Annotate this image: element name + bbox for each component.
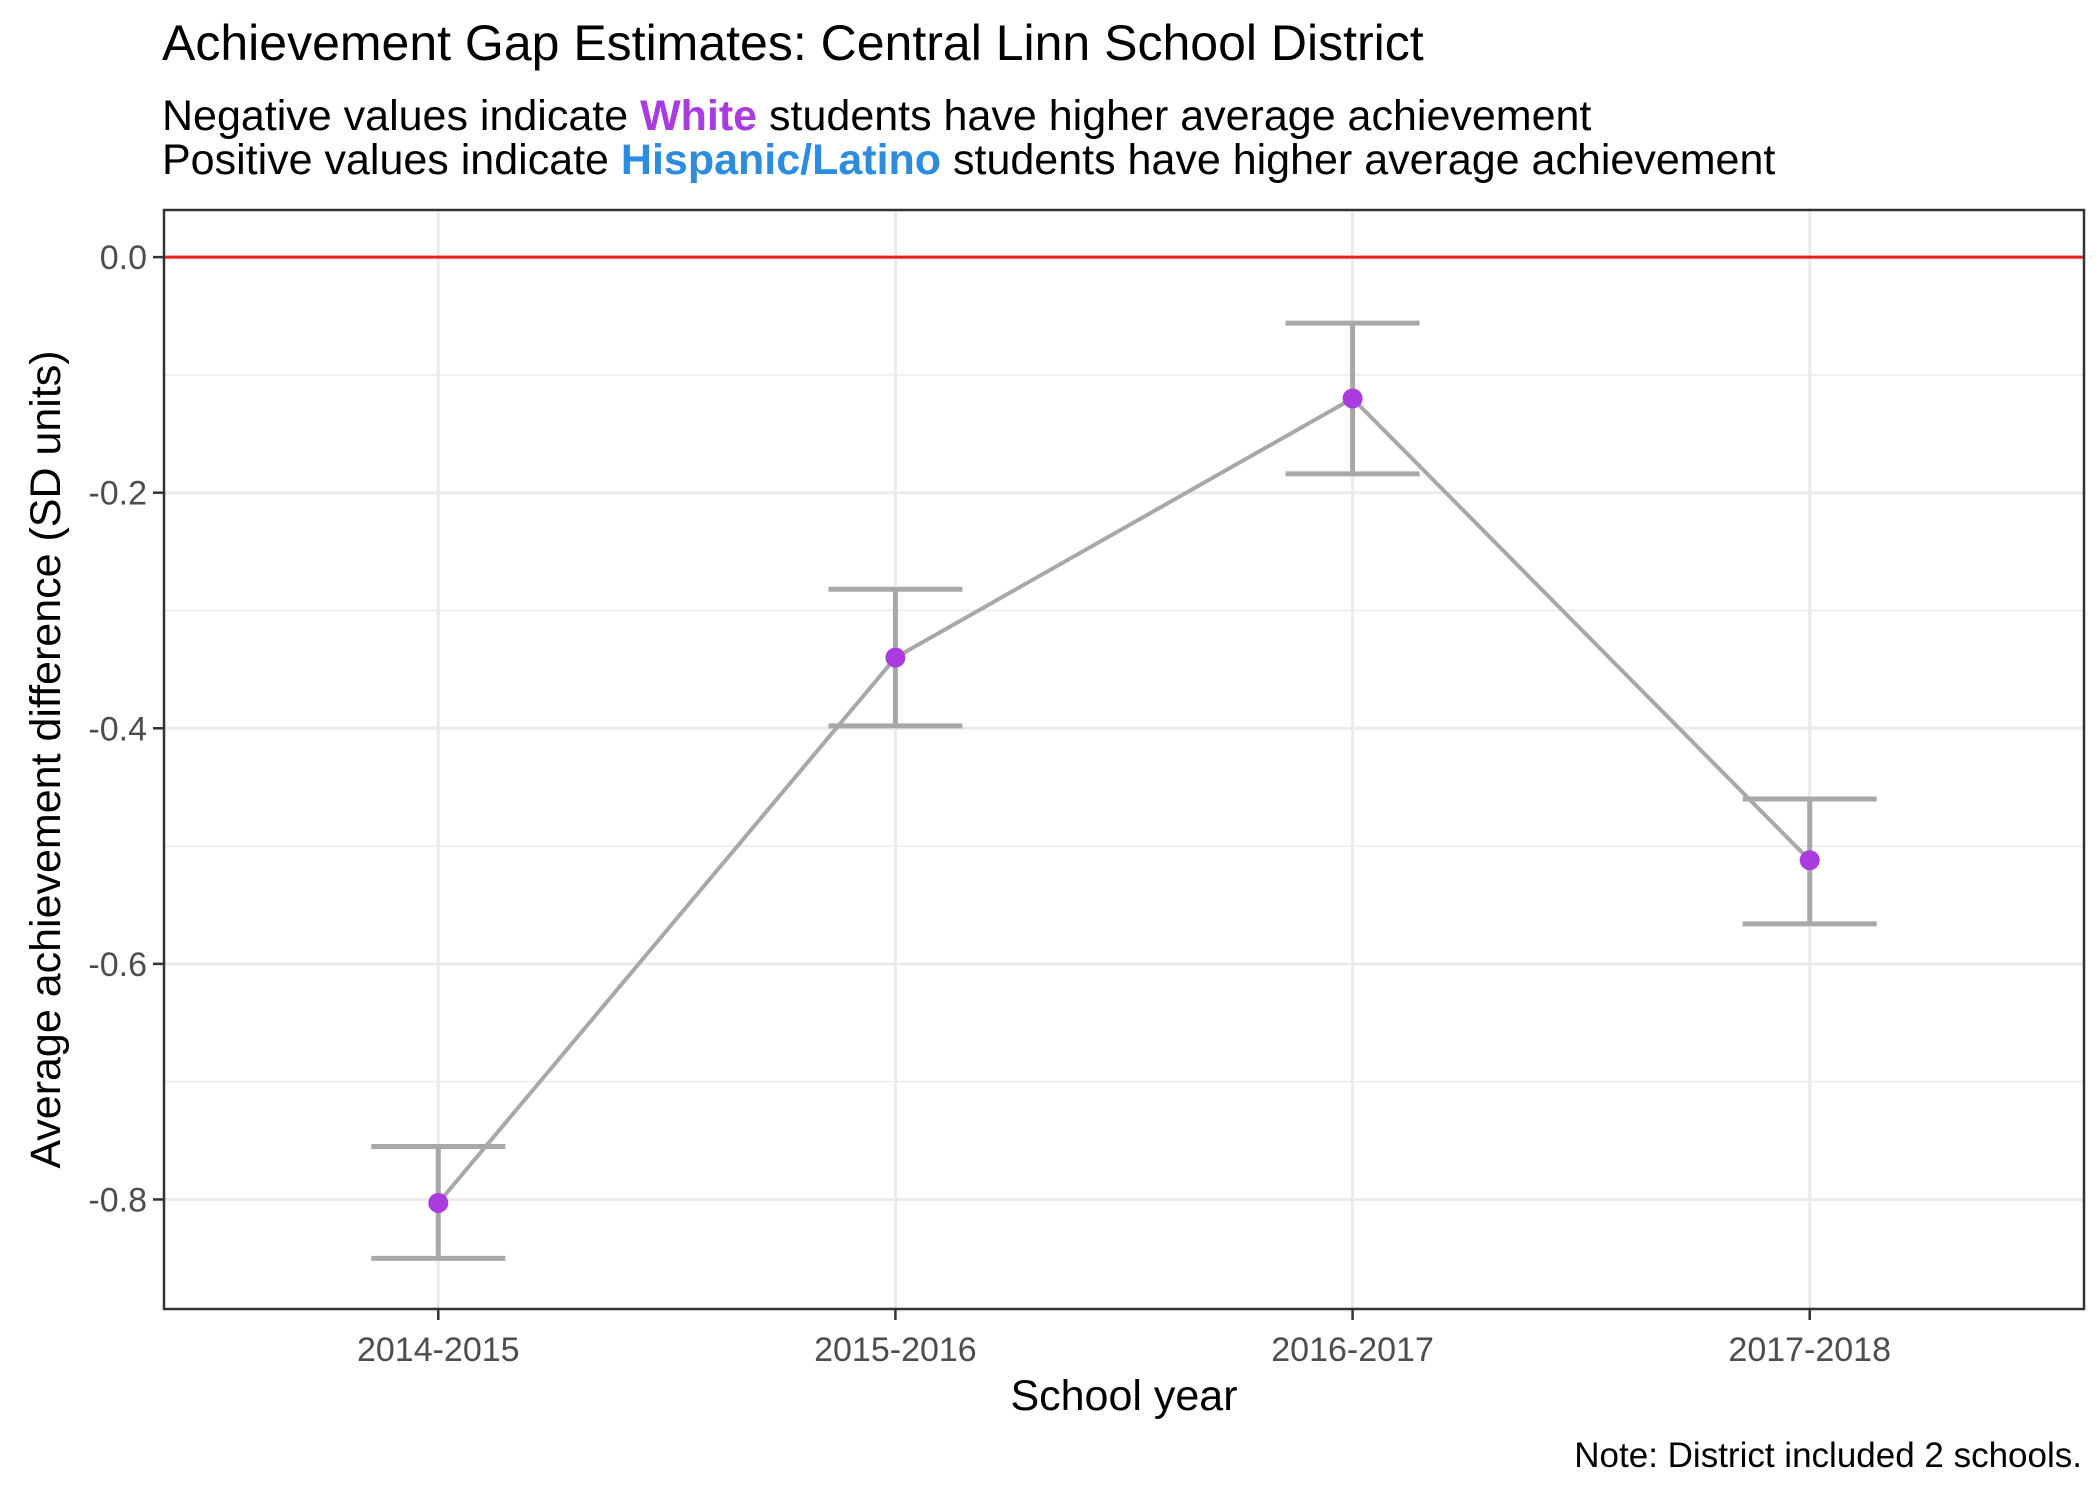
subtitle-2-before: Positive values indicate (162, 136, 621, 184)
plot-panel-border (162, 208, 2086, 1311)
x-tick-label: 2016-2017 (1271, 1331, 1434, 1369)
x-tick-label: 2015-2016 (814, 1331, 977, 1369)
y-tick-label: 0.0 (100, 239, 147, 277)
x-axis-label: School year (1010, 1372, 1237, 1420)
hispanic-group-label: Hispanic/Latino (620, 136, 942, 184)
subtitle-1-after: students have higher average achievement (757, 92, 1592, 140)
data-point (428, 1192, 449, 1213)
subtitle-1-before: Negative values indicate (162, 92, 641, 140)
subtitle-line-2: Positive values indicate Hispanic/Latino… (162, 136, 1775, 185)
x-tick-label: 2017-2018 (1728, 1331, 1891, 1369)
x-tick-label: 2014-2015 (357, 1331, 520, 1369)
note-caption: Note: District included 2 schools. (1574, 1436, 2082, 1475)
y-tick-label: -0.8 (88, 1181, 147, 1219)
y-tick-label: -0.6 (88, 946, 147, 984)
subtitle-line-1: Negative values indicate White students … (162, 92, 1591, 141)
white-group-label: White (640, 92, 758, 140)
y-tick-label: -0.4 (88, 710, 147, 748)
data-point (1799, 850, 1820, 871)
y-axis-label: Average achievement difference (SD units… (22, 350, 70, 1168)
chart-title: Achievement Gap Estimates: Central Linn … (162, 15, 1424, 71)
series-line (436, 395, 1812, 1205)
subtitle-2-after: students have higher average achievement (941, 136, 1776, 184)
y-tick-label: -0.2 (88, 475, 147, 513)
data-point (885, 647, 906, 668)
data-point (1342, 388, 1363, 409)
